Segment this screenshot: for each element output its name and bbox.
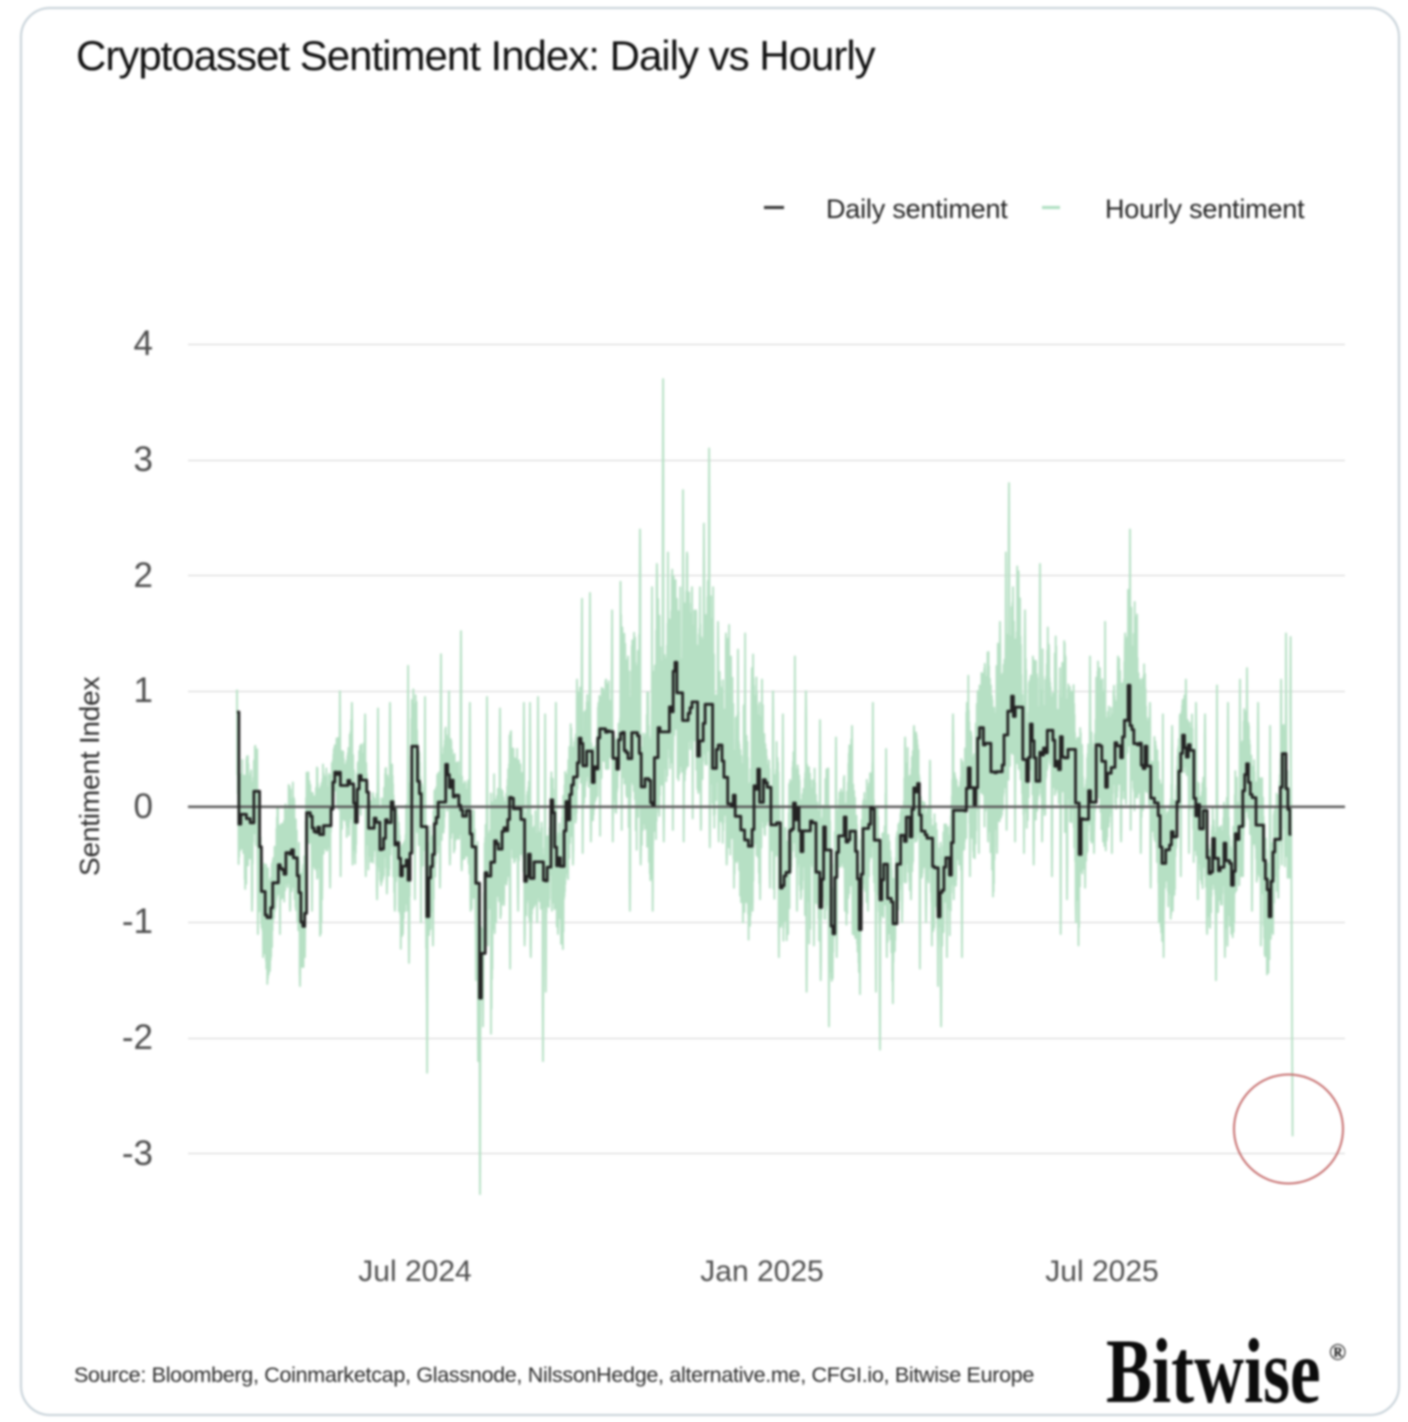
svg-text:®: ® [1329, 1340, 1346, 1365]
svg-text:Bitwise: Bitwise [1106, 1321, 1321, 1422]
